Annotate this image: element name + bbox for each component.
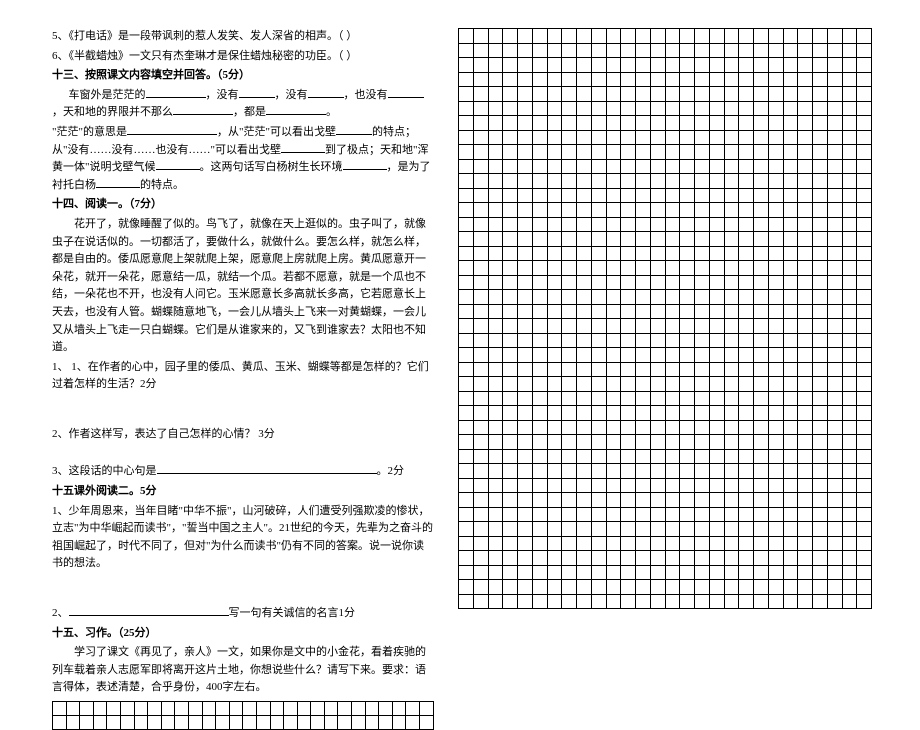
heading-15b: 十五、习作。（25分）	[52, 625, 434, 643]
writing-grid-left	[52, 701, 434, 730]
passage-15b: 学习了课文《再见了，亲人》一文，如果你是文中的小金花，看着疾驰的列车载着亲人志愿…	[52, 644, 434, 697]
question-5: 5、《打电话》是一段带讽刺的惹人发笑、发人深省的相声。（ ）	[52, 28, 434, 46]
passage-14: 花开了，就像睡醒了似的。鸟飞了，就像在天上逛似的。虫子叫了，就像虫子在说话似的。…	[52, 216, 434, 357]
right-column	[452, 28, 872, 631]
text-13-analysis: "茫茫"的意思是，从"茫茫"可以看出戈壁的特点；从"没有……没有……也没有……"…	[52, 124, 434, 194]
question-6: 6、《半截蜡烛》一文只有杰奎琳才是保住蜡烛秘密的功臣。（ ）	[52, 48, 434, 66]
left-column: 5、《打电话》是一段带讽刺的惹人发笑、发人深省的相声。（ ） 6、《半截蜡烛》一…	[52, 28, 452, 631]
heading-13: 十三、按照课文内容填空并回答。（5分）	[52, 67, 434, 85]
question-14-1: 1、 1、在作者的心中，园子里的倭瓜、黄瓜、玉米、蝴蝶等都是怎样的？它们过着怎样…	[52, 359, 434, 394]
passage-15: 1、少年周恩来，当年目睹"中华不振"，山河破碎，人们遭受列强欺凌的惨状，立志"为…	[52, 503, 434, 573]
question-14-3: 3、这段话的中心句是。2分	[52, 463, 434, 481]
question-15-2: 2、写一句有关诚信的名言1分	[52, 605, 434, 623]
heading-15a: 十五课外阅读二。5分	[52, 483, 434, 501]
question-14-2: 2、作者这样写，表达了自己怎样的心情？ 3分	[52, 426, 434, 444]
text-13-fill: 车窗外是茫茫的，没有，没有，也没有，天和地的界限并不那么，都是。	[52, 87, 434, 122]
heading-14: 十四、阅读一。（7分）	[52, 196, 434, 214]
writing-grid-right	[458, 28, 872, 609]
